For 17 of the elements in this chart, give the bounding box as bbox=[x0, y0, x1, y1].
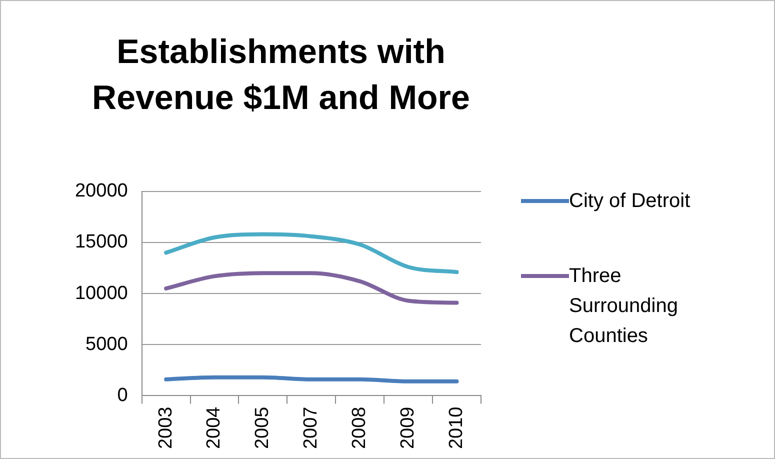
y-tick-label: 10000 bbox=[74, 282, 128, 304]
x-tick-label: 2008 bbox=[349, 406, 370, 450]
y-tick-label: 20000 bbox=[74, 180, 128, 202]
line-series bbox=[164, 232, 459, 274]
line-series bbox=[164, 271, 459, 305]
y-tick-label: 5000 bbox=[86, 334, 128, 355]
x-tick-label: 2009 bbox=[398, 406, 419, 450]
legend-label: Three Surrounding Counties bbox=[569, 264, 679, 349]
x-tick-label: 2007 bbox=[300, 406, 322, 450]
legend-label: City of Detroit bbox=[569, 189, 692, 214]
x-tick-label: 2010 bbox=[446, 406, 468, 450]
x-tick-label: 2005 bbox=[252, 406, 274, 450]
x-tick-label: 2004 bbox=[204, 406, 225, 450]
chart-title: Establishments with Revenue $1M and More bbox=[91, 32, 471, 119]
y-tick-label: 0 bbox=[117, 384, 128, 406]
y-tick-label: 15000 bbox=[74, 232, 128, 253]
x-tick-label: 2003 bbox=[155, 406, 176, 450]
